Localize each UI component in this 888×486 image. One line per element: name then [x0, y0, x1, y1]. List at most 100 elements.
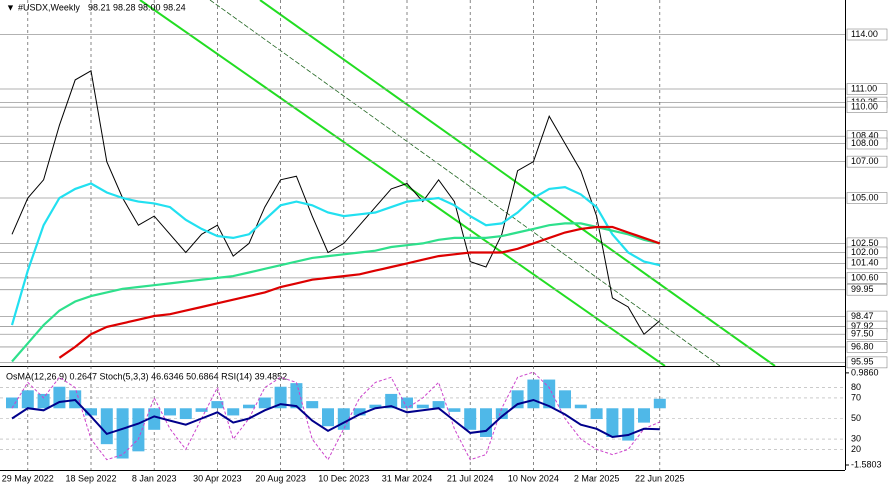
price-box	[846, 192, 888, 204]
osma-bar	[448, 408, 461, 412]
osma-bar	[622, 408, 635, 441]
symbol: #USDX,Weekly	[18, 2, 80, 12]
osma-bar	[511, 390, 524, 409]
price-box	[846, 155, 888, 168]
osma-bar	[132, 408, 145, 452]
y2-tick-label: -1.5803	[851, 459, 882, 469]
series-line	[11, 222, 661, 363]
osma-bar	[227, 408, 240, 416]
x-tick-label: 10 Dec 2023	[318, 473, 369, 483]
osma-bar	[590, 408, 603, 420]
osma-bar	[195, 408, 208, 412]
osma-bar	[353, 408, 366, 416]
y-tick-label: 107.00	[851, 156, 879, 166]
y2-tick-label: 0.9860	[851, 367, 879, 377]
x-tick-label: 31 Mar 2024	[382, 473, 433, 483]
osma-bar	[258, 397, 271, 409]
x-tick-label: 30 Apr 2023	[193, 473, 242, 483]
x-tick-label: 20 Aug 2023	[255, 473, 306, 483]
y-tick-label: 114.00	[851, 29, 878, 39]
osma-bar	[559, 390, 571, 409]
y-tick-label: 110.00	[851, 102, 878, 112]
y-tick-label: 97.50	[851, 329, 874, 339]
osma-bar	[322, 408, 334, 427]
x-tick-label: 18 Sep 2022	[65, 473, 116, 483]
x-tick-label: 8 Jan 2023	[132, 473, 177, 483]
y-tick-label: 102.50	[851, 238, 879, 248]
price-box	[846, 83, 888, 95]
osma-bar	[100, 408, 113, 445]
price-box	[846, 28, 888, 41]
y-tick-label: 70	[851, 392, 861, 402]
y-tick-label: 99.95	[851, 284, 874, 294]
y-tick-label: 100.60	[851, 272, 879, 282]
y-tick-label: 105.00	[851, 192, 879, 202]
osma-bar	[211, 401, 224, 409]
price-box	[846, 257, 888, 270]
x-tick-label: 21 Jul 2024	[447, 473, 494, 483]
indicator-title: OsMA(12,26,9) 0.2647 Stoch(5,3,3) 46.634…	[6, 371, 287, 381]
y-tick-label: 108.00	[851, 138, 879, 148]
osma-bar	[164, 408, 176, 416]
osma-bar	[480, 408, 492, 437]
price-box	[846, 356, 888, 369]
y-tick-label: 111.00	[851, 83, 877, 93]
osma-bar	[6, 397, 18, 409]
osma-bar	[85, 408, 97, 416]
y-tick-label: 30	[851, 433, 861, 443]
osma-bar	[290, 383, 303, 409]
osma-bar	[638, 408, 650, 423]
y-tick-label: 98.47	[851, 311, 874, 321]
y-tick-label: 101.40	[851, 258, 879, 268]
price-box	[846, 272, 888, 284]
y-tick-label: 96.80	[851, 341, 874, 351]
x-tick-label: 22 Jun 2025	[635, 473, 685, 483]
y-tick-label: 20	[851, 444, 861, 454]
osma-bar	[543, 379, 556, 409]
price-box	[846, 328, 888, 341]
osma-bar	[37, 393, 50, 409]
price-box	[846, 137, 888, 150]
osma-bar	[116, 408, 129, 459]
price-box	[846, 101, 888, 113]
x-tick-label: 10 Nov 2024	[508, 473, 559, 483]
osma-bar	[179, 408, 192, 420]
y-tick-label: 95.95	[851, 357, 874, 367]
price-box	[846, 341, 888, 353]
osma-bar	[306, 401, 319, 409]
osma-bar	[337, 408, 350, 430]
y-tick-label: 80	[851, 382, 861, 392]
osma-bar	[574, 404, 587, 409]
osma-bar	[432, 401, 445, 409]
series-line	[11, 398, 660, 439]
series-line	[10, 182, 661, 326]
channel-line	[139, 0, 666, 367]
osma-bar	[274, 386, 287, 409]
osma-bar	[416, 404, 429, 409]
x-tick-label: 29 May 2022	[2, 473, 54, 483]
osma-bar	[21, 390, 34, 409]
osma-bar	[401, 397, 413, 409]
osma-bar	[653, 398, 666, 409]
osma-bar	[148, 408, 161, 430]
osma-bar	[606, 408, 619, 437]
channel-line	[259, 0, 776, 367]
y-tick-label: 102.00	[851, 247, 879, 257]
osma-bar	[369, 404, 382, 409]
y-tick-label: 50	[851, 413, 861, 423]
menu-arrow[interactable]: ▼	[6, 2, 15, 12]
y-tick-label: 97.92	[851, 321, 874, 331]
series-line	[11, 371, 660, 461]
trend-channels	[139, 0, 776, 367]
x-tick-label: 2 Mar 2025	[574, 473, 620, 483]
osma-bar	[495, 408, 508, 420]
osma-bar	[527, 379, 540, 409]
series-line	[58, 225, 661, 359]
series-line	[11, 70, 661, 335]
quote: 98.21 98.28 98.00 98.24	[88, 2, 186, 12]
osma-bar	[464, 408, 477, 430]
osma-bar	[243, 404, 255, 409]
osma-bar	[385, 393, 398, 409]
price-box	[846, 283, 888, 296]
